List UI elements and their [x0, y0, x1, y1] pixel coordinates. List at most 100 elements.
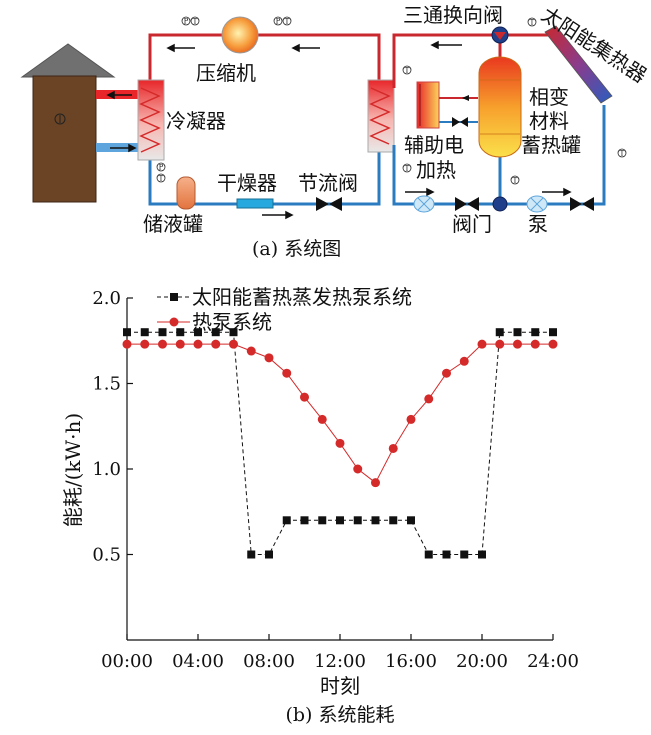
series-1-point — [176, 328, 185, 337]
y-tick-label: 1.5 — [92, 374, 121, 395]
series-1-point — [442, 550, 451, 559]
series-1-point — [229, 328, 238, 337]
compressor-label: 压缩机 — [196, 61, 256, 85]
x-ticks: 00:00 04:00 08:00 12:00 16:00 20:00 24:00 — [101, 634, 579, 672]
series-2-point — [442, 368, 451, 378]
dryer-label: 干燥器 — [217, 171, 277, 195]
svg-text:T: T — [620, 150, 625, 158]
system-diagram: 压缩机 P T P T 冷凝器 P T — [20, 2, 651, 260]
series-1-point — [549, 328, 557, 337]
condenser-label: 冷凝器 — [166, 109, 226, 133]
x-tick-label: 20:00 — [456, 651, 508, 672]
receiver-label: 储液罐 — [143, 212, 203, 236]
series-1-point — [300, 516, 309, 525]
x-tick-label: 12:00 — [314, 651, 366, 672]
diagram-caption: (a) 系统图 — [252, 238, 341, 260]
svg-text:T: T — [513, 177, 518, 185]
series-2-point — [193, 339, 203, 349]
series-markers — [122, 328, 558, 559]
legend-entry-2: 热泵系统 — [157, 310, 272, 334]
svg-text:P: P — [184, 18, 189, 26]
series-1-point — [478, 550, 486, 559]
valve-bottom-1 — [455, 197, 479, 211]
svg-text:T: T — [530, 19, 535, 27]
series-2-point — [264, 353, 274, 363]
series-2-point — [353, 464, 363, 474]
y-tick-label: 0.5 — [92, 545, 121, 566]
throttle-valve-label: 节流阀 — [298, 171, 358, 195]
valve-label: 阀门 — [452, 212, 492, 236]
series-2-point — [300, 392, 309, 402]
series-2-point — [530, 339, 540, 349]
aux-heater-label-1: 辅助电 — [404, 133, 464, 157]
evaporator — [367, 79, 395, 153]
legend: 太阳能蓄热蒸发热泵系统 热泵系统 — [157, 285, 412, 334]
series-1-point — [140, 328, 149, 337]
series-2-point — [122, 339, 132, 349]
throttle-valve — [316, 197, 342, 211]
solar-collector — [544, 25, 613, 104]
series-1-point — [389, 516, 398, 525]
series-2-point — [424, 394, 434, 404]
pcm-tank-label-1: 相变 — [529, 85, 569, 109]
series-2-point — [513, 339, 522, 349]
series-2-point — [548, 339, 558, 349]
series-1-point — [194, 328, 202, 337]
three-way-valve — [491, 26, 509, 44]
legend-label-1: 太阳能蓄热蒸发热泵系统 — [192, 285, 412, 309]
series-1-point — [495, 328, 504, 337]
sensor-labels-top: P T P T — [184, 18, 290, 26]
compressor — [221, 16, 259, 54]
x-tick-label: 24:00 — [527, 651, 579, 672]
series-2-point — [495, 339, 505, 349]
series-1-point — [336, 516, 344, 525]
pcm-tank-label-3: 蓄热罐 — [521, 133, 581, 157]
series-2-point — [175, 339, 185, 349]
series-1-point — [123, 328, 131, 337]
sensor-marks-condenser — [156, 162, 166, 183]
series-1-point — [247, 550, 256, 559]
series-2-point — [459, 356, 469, 366]
series-2-point — [211, 339, 221, 349]
series-1-point — [531, 328, 540, 337]
series-2-point — [140, 339, 150, 349]
series-1-point — [407, 516, 415, 525]
series-2-point — [335, 438, 345, 448]
receiver — [176, 176, 196, 210]
series-1-point — [211, 328, 220, 337]
series-2-point — [371, 478, 380, 488]
valve-bottom-2 — [570, 197, 594, 211]
series-1-point — [282, 516, 291, 525]
y-tick-label: 1.0 — [92, 459, 121, 480]
series-1-point — [265, 550, 273, 559]
pcm-tank-label-2: 材料 — [529, 109, 569, 133]
x-tick-label: 16:00 — [385, 651, 437, 672]
series-2-point — [388, 443, 398, 453]
water-loop-arrows — [405, 40, 572, 197]
bottom-three-way-valve — [492, 196, 508, 212]
series-2-point — [246, 346, 256, 356]
flow-meter — [413, 195, 435, 213]
series-1-point — [460, 550, 469, 559]
series-2-point — [406, 414, 416, 424]
house — [20, 43, 116, 203]
condenser — [137, 79, 165, 161]
series-2-point — [229, 339, 238, 349]
series-2-point — [158, 339, 167, 349]
energy-chart: 0.5 1.0 1.5 2.0 00:00 04:00 08:00 12:00 16:00 20… — [61, 285, 579, 726]
series-1-point — [318, 516, 327, 525]
series-2-point — [477, 339, 487, 349]
dryer — [236, 198, 274, 209]
legend-marker-square — [170, 293, 178, 301]
svg-text:T: T — [285, 18, 290, 26]
series-1-point — [513, 328, 522, 337]
refrigerant-arrows — [166, 43, 320, 220]
series-2-point — [282, 368, 292, 378]
svg-text:T: T — [193, 18, 198, 26]
pump-label: 泵 — [528, 212, 548, 236]
legend-entry-1: 太阳能蓄热蒸发热泵系统 — [157, 285, 412, 309]
pump — [526, 195, 548, 213]
sensor-label-t: T — [159, 175, 164, 183]
legend-marker-circle — [169, 317, 179, 327]
